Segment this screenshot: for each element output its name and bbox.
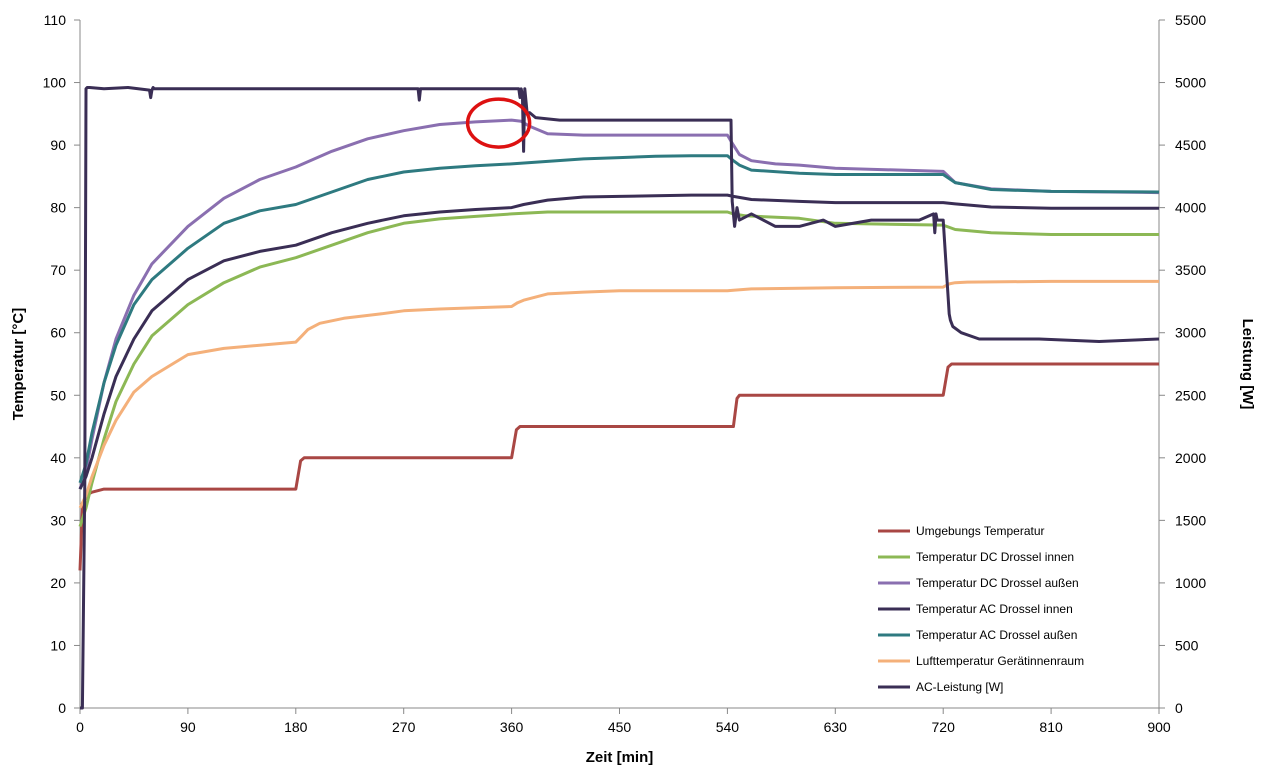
y2-tick-label: 500 [1175, 637, 1199, 653]
y-tick-label: 40 [50, 450, 66, 466]
x-tick-label: 540 [716, 719, 740, 735]
y-tick-label: 50 [50, 387, 66, 403]
series-line-1 [78, 210, 1159, 528]
x-tick-label: 630 [824, 719, 848, 735]
x-tick-label: 360 [500, 719, 524, 735]
series-lines [78, 86, 1160, 710]
legend-label-1: Temperatur DC Drossel innen [916, 550, 1074, 564]
x-tick-label: 900 [1147, 719, 1171, 735]
series-line-0 [78, 362, 1159, 571]
x-tick-label: 720 [932, 719, 956, 735]
y2-axis-title: Leistung [W] [1239, 319, 1256, 410]
series-line-3 [78, 193, 1159, 490]
x-tick-label: 90 [180, 719, 196, 735]
x-tick-label: 810 [1039, 719, 1063, 735]
legend: Umgebungs Temperatur Temperatur DC Drosse… [878, 524, 1084, 694]
y2-tick-label: 1500 [1175, 512, 1206, 528]
y2-tick-label: 3500 [1175, 262, 1206, 278]
y2-tick-label: 5000 [1175, 75, 1206, 91]
legend-label-4: Temperatur AC Drossel außen [916, 628, 1077, 642]
x-axis-title: Zeit [min] [586, 749, 654, 766]
highlight-circle [465, 97, 532, 149]
x-tick-label: 0 [76, 719, 84, 735]
y2-tick-label: 0 [1175, 700, 1183, 716]
y2-tick-label: 2000 [1175, 450, 1206, 466]
y-tick-label: 30 [50, 512, 66, 528]
legend-label-5: Lufttemperatur Gerätinnenraum [916, 654, 1084, 668]
y2-tick-label: 2500 [1175, 387, 1206, 403]
y2-tick-label: 3000 [1175, 325, 1206, 341]
y2-tick-label: 4000 [1175, 200, 1206, 216]
series-line-6 [80, 86, 1160, 710]
y-tick-label: 70 [50, 262, 66, 278]
y-tick-label: 20 [50, 575, 66, 591]
y2-tick-label: 1000 [1175, 575, 1206, 591]
series-line-4 [78, 154, 1160, 484]
legend-label-0: Umgebungs Temperatur [916, 524, 1045, 538]
y-tick-label: 60 [50, 325, 66, 341]
legend-label-2: Temperatur DC Drossel außen [916, 576, 1079, 590]
y-tick-label: 80 [50, 200, 66, 216]
y2-tick-label: 4500 [1175, 137, 1206, 153]
x-tick-label: 270 [392, 719, 416, 735]
y-tick-label: 90 [50, 137, 66, 153]
legend-label-3: Temperatur AC Drossel innen [916, 602, 1073, 616]
x-tick-label: 180 [284, 719, 308, 735]
legend-label-6: AC-Leistung [W] [916, 680, 1003, 694]
y-tick-label: 100 [43, 75, 67, 91]
annotations [465, 97, 532, 149]
axes: 0 10 20 30 40 50 60 70 80 90 100 110 0 500 1000 1500 200… [10, 12, 1256, 766]
y-axis-title: Temperatur [°C] [10, 308, 27, 420]
series-line-2 [78, 118, 1160, 490]
y-tick-label: 10 [50, 637, 66, 653]
series-line-5 [78, 279, 1159, 509]
x-tick-label: 450 [608, 719, 632, 735]
y2-tick-label: 5500 [1175, 12, 1206, 28]
y-tick-label: 0 [58, 700, 66, 716]
y-tick-label: 110 [44, 12, 67, 28]
